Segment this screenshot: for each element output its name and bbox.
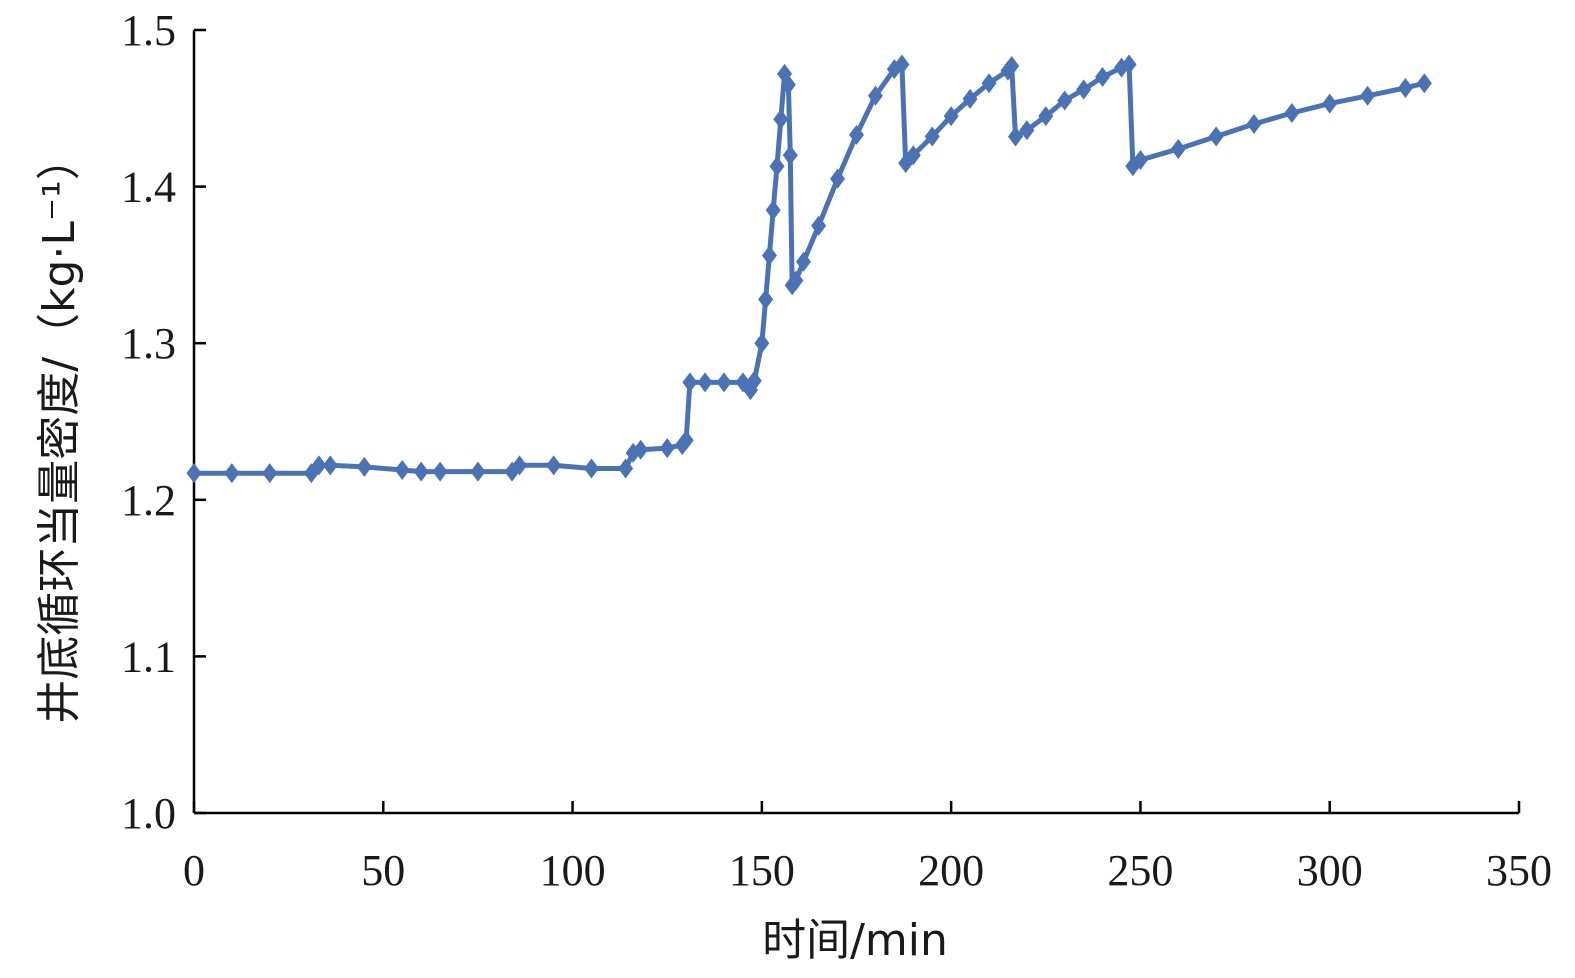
data-point (697, 372, 713, 393)
data-point (394, 460, 410, 481)
data-point (796, 251, 811, 272)
data-point (765, 200, 781, 221)
data-point (1004, 56, 1020, 77)
data-point (746, 370, 762, 391)
x-tick-label: 100 (540, 846, 606, 895)
y-tick-label: 1.5 (121, 6, 176, 55)
data-point (1038, 106, 1054, 127)
series (186, 54, 1432, 484)
data-point (1284, 102, 1300, 123)
series-line (194, 62, 1426, 476)
data-point (413, 461, 429, 482)
data-point (546, 455, 562, 476)
x-axis-title: 时间/min (762, 915, 948, 966)
data-point (849, 124, 864, 145)
data-point (1416, 73, 1432, 94)
y-axis-title: 井底循环当量密度/（kg·L⁻¹） (34, 136, 85, 724)
data-point (867, 85, 883, 106)
data-point (1397, 77, 1413, 98)
data-point (1095, 66, 1111, 87)
data-point (262, 463, 278, 484)
data-point (811, 215, 827, 236)
y-tick-label: 1.3 (121, 319, 176, 368)
x-tick-label: 250 (1107, 846, 1173, 895)
x-tick-label: 50 (361, 846, 405, 895)
data-point (432, 461, 448, 482)
data-point (584, 458, 599, 479)
data-point (1019, 120, 1035, 141)
data-point (1057, 90, 1073, 111)
data-point (1132, 149, 1148, 170)
data-point (633, 439, 649, 460)
data-point (754, 333, 770, 354)
x-tick-label: 200 (918, 846, 984, 895)
data-point (356, 456, 372, 477)
y-ticks: 1.0 1.1 1.2 1.3 1.4 1.5 (121, 6, 206, 838)
data-point (1360, 85, 1376, 106)
data-point (894, 54, 910, 75)
data-point (311, 455, 327, 476)
data-point (1170, 139, 1186, 160)
y-tick-label: 1.2 (121, 476, 176, 525)
data-point (1246, 113, 1262, 134)
data-point (1008, 126, 1023, 147)
data-point (512, 455, 528, 476)
data-point (186, 463, 202, 484)
y-tick-label: 1.1 (121, 632, 176, 681)
data-point (1322, 93, 1338, 114)
data-point (682, 372, 698, 393)
x-tick-label: 150 (729, 846, 795, 895)
data-point (1076, 79, 1092, 100)
data-point (1208, 126, 1224, 147)
data-point (981, 73, 997, 94)
data-point (962, 88, 978, 109)
data-point (224, 463, 240, 484)
data-point (1121, 54, 1137, 75)
data-point (905, 145, 921, 166)
data-point (773, 109, 789, 130)
y-tick-label: 1.0 (121, 789, 176, 838)
data-point (470, 461, 486, 482)
x-tick-label: 300 (1297, 846, 1363, 895)
y-tick-label: 1.4 (121, 163, 176, 212)
data-point (761, 245, 777, 266)
data-point (943, 106, 959, 127)
data-point (678, 430, 694, 451)
data-point (782, 145, 798, 166)
x-tick-label: 350 (1486, 846, 1552, 895)
data-point (780, 74, 796, 95)
data-point (322, 455, 338, 476)
data-point (618, 458, 634, 479)
x-tick-label: 0 (183, 846, 205, 895)
data-point (716, 372, 732, 393)
axes (192, 30, 1519, 815)
data-point (788, 270, 804, 291)
data-point (769, 156, 785, 177)
data-point (659, 438, 675, 459)
data-point (830, 168, 846, 189)
x-ticks: 0 50 100 150 200 250 300 350 (183, 801, 1552, 895)
data-point (758, 289, 774, 310)
data-point (924, 126, 940, 147)
